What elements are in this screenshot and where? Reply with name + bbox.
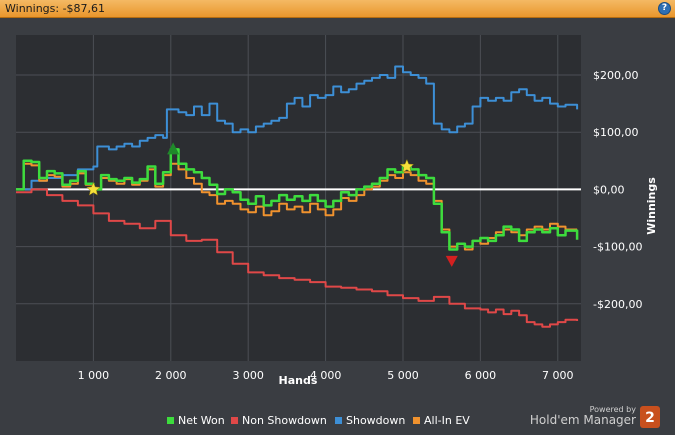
triangle-down-marker (445, 255, 458, 267)
y-tick-label: $100,00 (593, 126, 639, 139)
series-lines (16, 65, 579, 328)
legend-swatch (413, 417, 420, 424)
legend: Net Won Non Showdown Showdown All-In EV (167, 414, 470, 427)
x-axis-title: Hands (279, 374, 318, 387)
star-marker (86, 181, 101, 196)
x-tick-label: 1 000 (78, 369, 110, 382)
winnings-chart: $200,00 $100,00 $0,00 -$100,00 -$200,00 1 00… (16, 35, 660, 428)
event-markers (86, 142, 458, 267)
legend-swatch (335, 417, 342, 424)
y-tick-label: $0,00 (593, 183, 625, 196)
legend-label: Showdown (346, 414, 405, 427)
title-bar: Winnings: -$87,61 ? (0, 0, 675, 18)
y-axis-title: Winnings (645, 177, 658, 235)
series-line-non-showdown (16, 188, 579, 328)
hm2-logo-badge (640, 406, 660, 428)
product-name: Hold'em Manager (530, 413, 636, 427)
star-marker (399, 158, 415, 173)
hm2-logo-number: 2 (645, 410, 655, 426)
plot-area (16, 35, 581, 361)
grid (16, 35, 581, 361)
y-tick-label: $200,00 (593, 69, 639, 82)
x-axis-ticks: 1 000 2 000 3 000 4 000 5 000 6 000 7 000 (78, 369, 574, 382)
powered-by-text: Powered by (590, 405, 637, 414)
y-tick-label: -$200,00 (593, 298, 642, 311)
legend-label: All-In EV (424, 414, 470, 427)
x-tick-label: 3 000 (232, 369, 264, 382)
y-tick-label: -$100,00 (593, 241, 642, 254)
series-line-showdown (16, 65, 579, 191)
x-tick-label: 6 000 (465, 369, 497, 382)
branding: Powered by Hold'em Manager 2 (530, 405, 660, 428)
x-tick-label: 4 000 (310, 369, 342, 382)
series-line-net-won (16, 148, 579, 251)
x-tick-label: 2 000 (155, 369, 187, 382)
legend-label: Non Showdown (242, 414, 327, 427)
legend-swatch (231, 417, 238, 424)
triangle-up-marker (167, 142, 180, 155)
x-tick-label: 7 000 (542, 369, 574, 382)
legend-swatch (167, 417, 174, 424)
x-tick-label: 5 000 (387, 369, 419, 382)
help-icon[interactable]: ? (658, 2, 671, 15)
y-axis-ticks: $200,00 $100,00 $0,00 -$100,00 -$200,00 (593, 69, 642, 311)
legend-label: Net Won (178, 414, 225, 427)
window-title: Winnings: -$87,61 (5, 2, 106, 15)
